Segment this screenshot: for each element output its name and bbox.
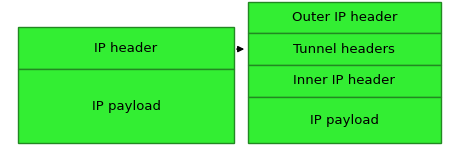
Bar [248, 33, 441, 65]
Bar [18, 69, 234, 143]
Text: IP payload: IP payload [310, 114, 379, 127]
Text: Inner IP header: Inner IP header [293, 74, 395, 87]
Text: IP header: IP header [94, 42, 158, 55]
Bar [248, 97, 441, 143]
Text: Tunnel headers: Tunnel headers [293, 43, 395, 56]
Bar [18, 27, 234, 69]
Text: IP payload: IP payload [91, 100, 161, 113]
Bar [248, 2, 441, 33]
Bar [248, 65, 441, 97]
Text: Outer IP header: Outer IP header [292, 11, 397, 24]
